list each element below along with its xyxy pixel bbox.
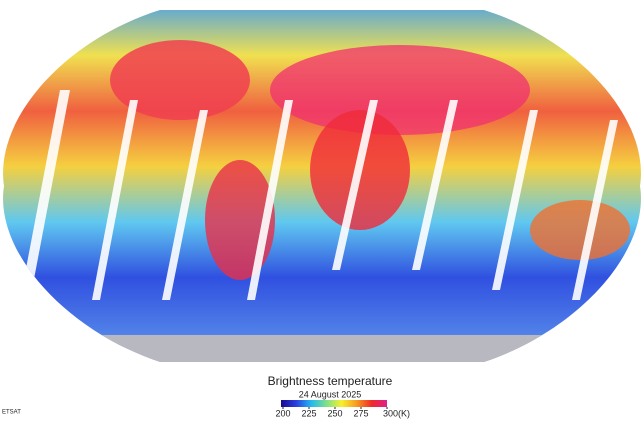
page: Brightness temperature 24 August 2025 ET… bbox=[0, 0, 644, 420]
credit: ETSAT bbox=[2, 410, 21, 416]
colorbar bbox=[281, 400, 387, 407]
map bbox=[0, 0, 644, 375]
legend-title: Brightness temperature bbox=[268, 374, 393, 388]
colorbar-tick-label: 275 bbox=[353, 408, 368, 418]
colorbar-tick-label: 300(K) bbox=[383, 408, 410, 418]
colorbar-tick-label: 200 bbox=[275, 408, 290, 418]
map-figure: Brightness temperature 24 August 2025 ET… bbox=[0, 0, 644, 420]
legend-date: 24 August 2025 bbox=[299, 389, 362, 399]
colorbar-tick-label: 225 bbox=[301, 408, 316, 418]
colorbar-tick-label: 250 bbox=[327, 408, 342, 418]
